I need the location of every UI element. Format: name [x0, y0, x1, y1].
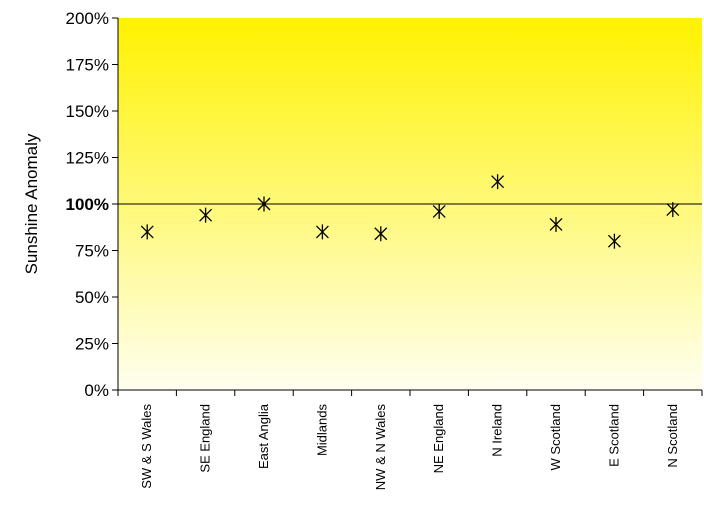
data-point	[432, 203, 446, 219]
x-category-label: SE England	[198, 404, 213, 473]
data-point	[491, 174, 505, 190]
y-tick-label: 150%	[66, 102, 109, 121]
y-tick-label: 100%	[66, 195, 109, 214]
x-category-label: W Scotland	[548, 404, 563, 470]
data-point	[140, 224, 154, 240]
y-tick-label: 50%	[75, 288, 109, 307]
data-point	[315, 224, 329, 240]
data-point	[199, 207, 213, 223]
y-axis-title: Sunshine Anomaly	[22, 133, 41, 274]
data-point	[257, 196, 271, 212]
x-category-label: NE England	[431, 404, 446, 473]
y-tick-label: 0%	[84, 381, 109, 400]
data-point	[607, 233, 621, 249]
x-category-label: N Scotland	[665, 404, 680, 468]
x-category-label: East Anglia	[256, 403, 271, 469]
data-point	[666, 202, 680, 218]
y-tick-label: 200%	[66, 9, 109, 28]
y-ticks-layer: 0% 25% 50% 75% 100% 125% 150% 175% 200%	[66, 9, 118, 400]
x-categories-layer: SW & S Wales SE England East Anglia Midland…	[117, 390, 703, 491]
x-category-label: NW & N Wales	[373, 404, 388, 491]
data-point	[374, 226, 388, 242]
x-category-label: E Scotland	[606, 404, 621, 467]
y-tick-label: 175%	[66, 56, 109, 75]
x-category-label: N Ireland	[490, 404, 505, 457]
y-tick-label: 75%	[75, 242, 109, 261]
data-points-layer	[140, 174, 680, 249]
x-category-label: Midlands	[314, 404, 329, 457]
data-point	[549, 216, 563, 232]
x-category-label: SW & S Wales	[139, 404, 154, 489]
y-tick-label: 25%	[75, 335, 109, 354]
y-tick-label: 125%	[66, 149, 109, 168]
